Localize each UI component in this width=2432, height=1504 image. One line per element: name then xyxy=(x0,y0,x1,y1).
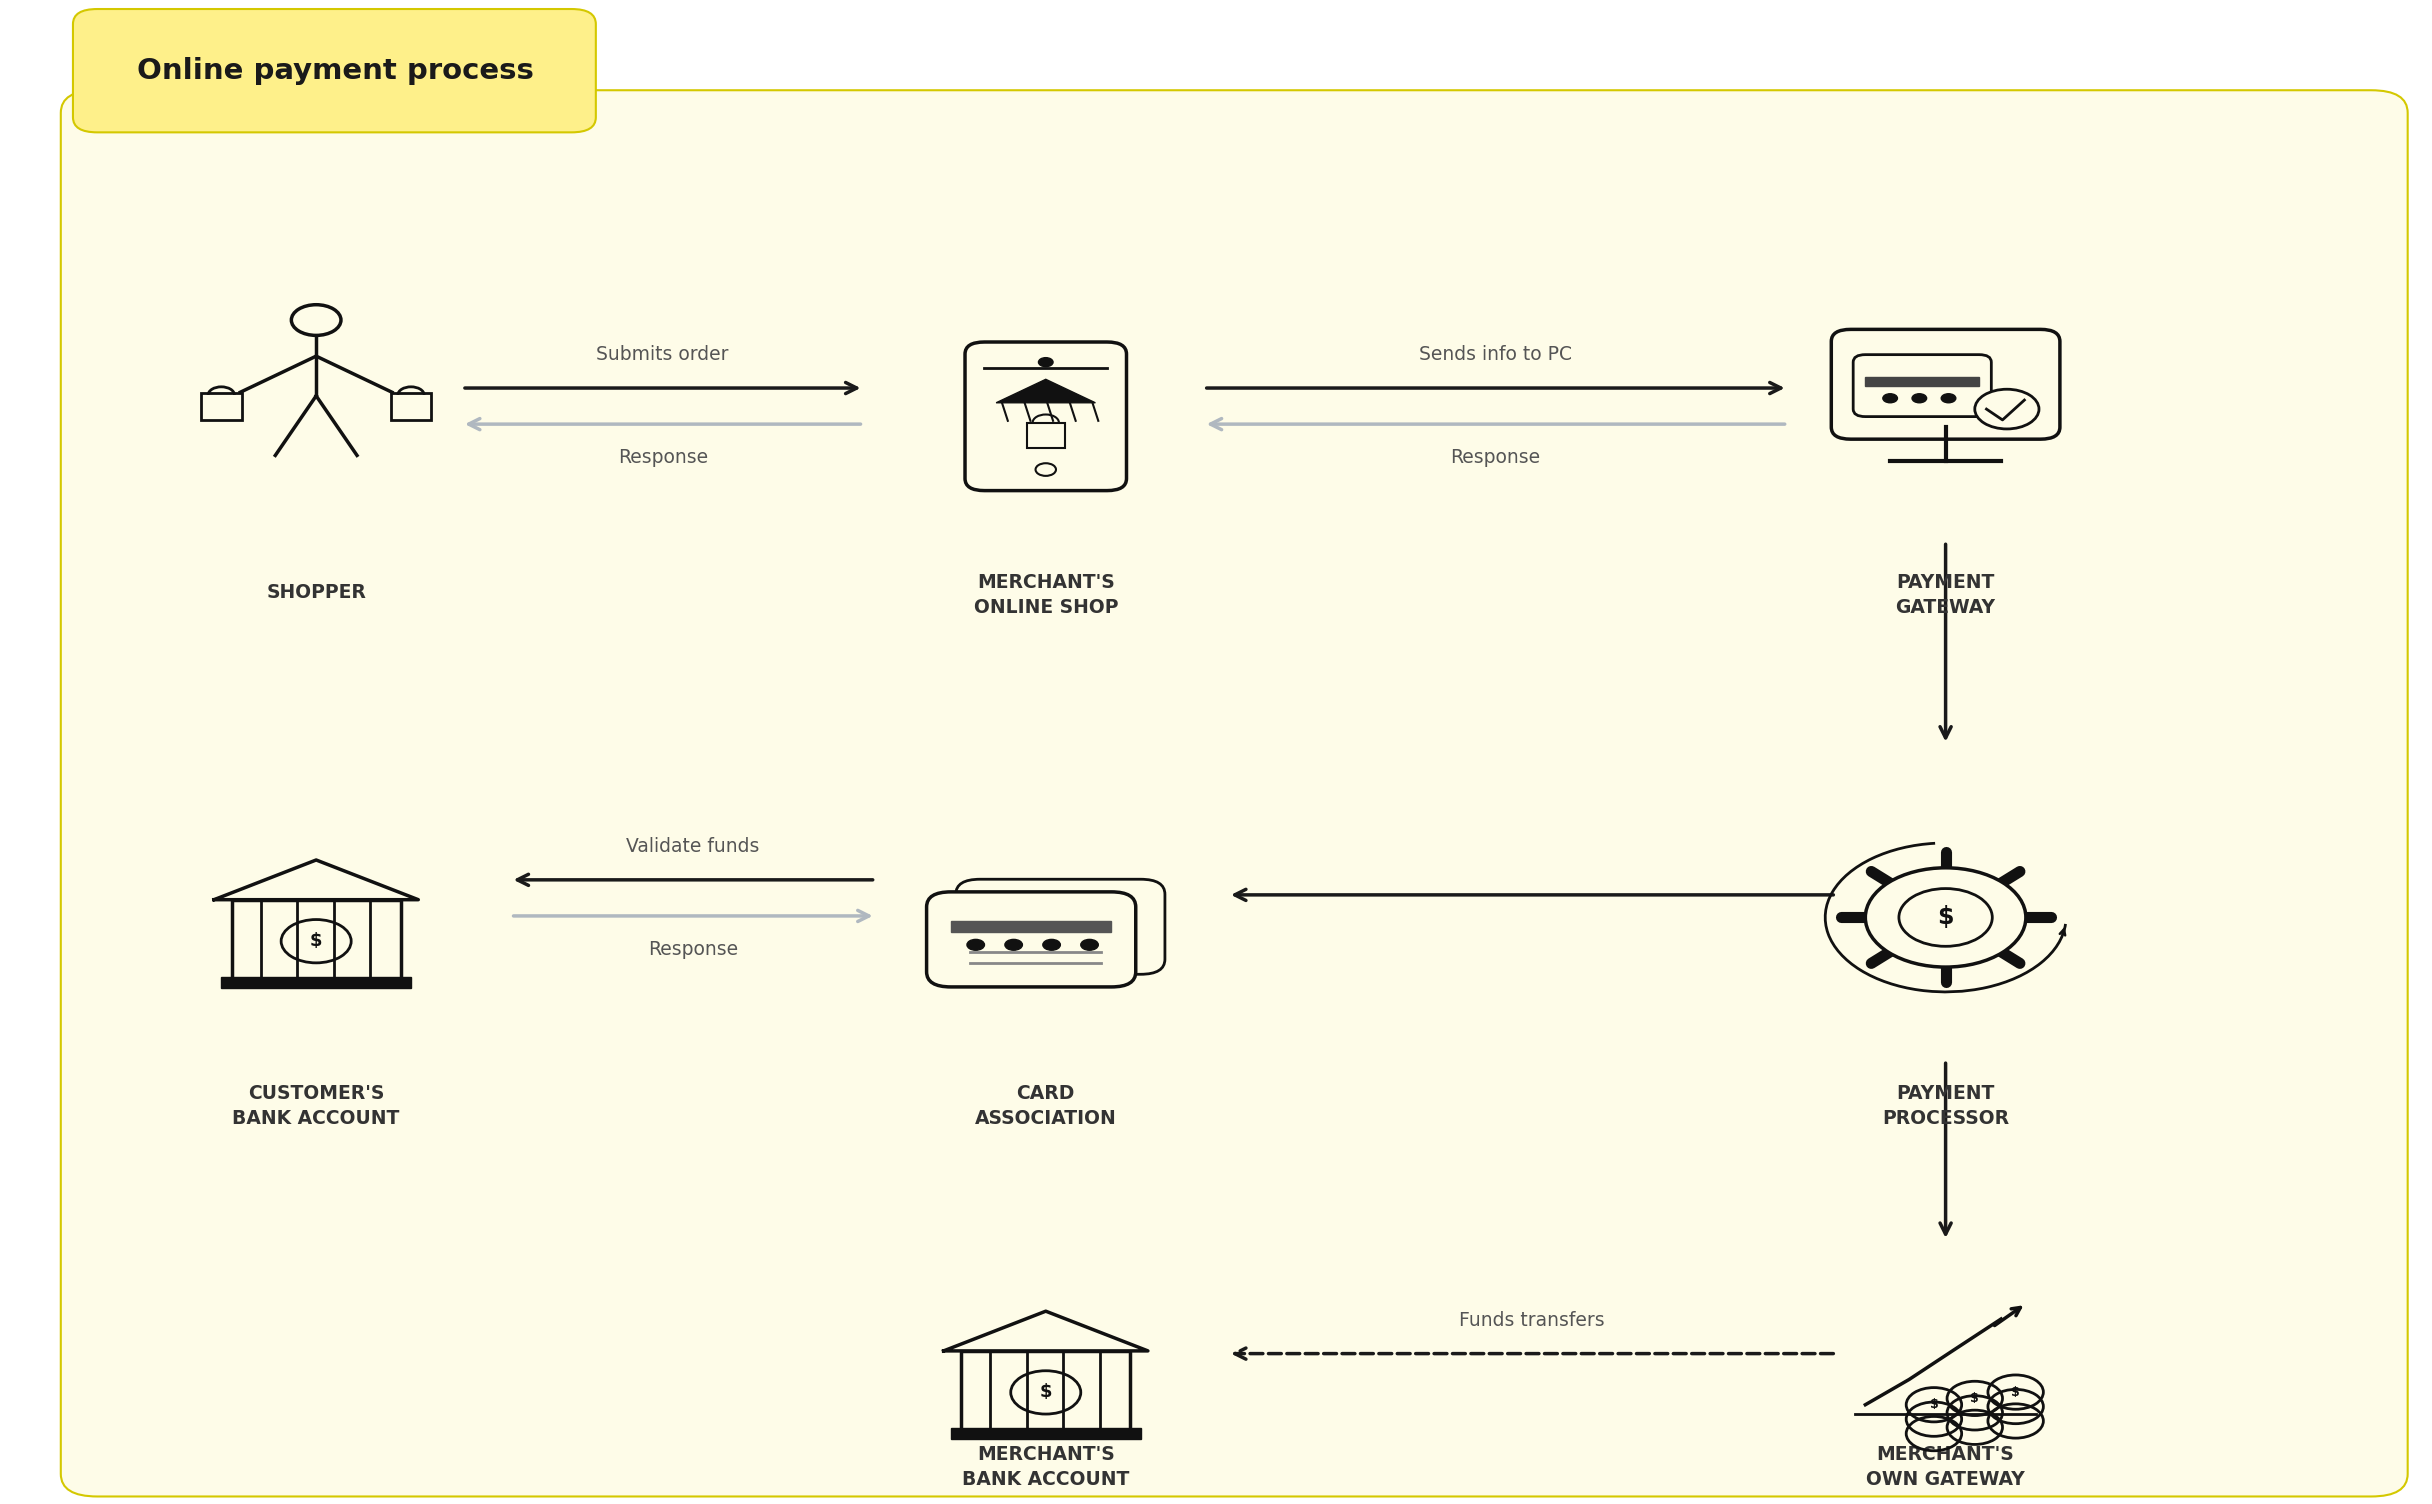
Text: $: $ xyxy=(1929,1399,1938,1411)
Circle shape xyxy=(1975,390,2038,429)
Circle shape xyxy=(968,940,985,951)
Text: $: $ xyxy=(2011,1385,2021,1399)
Text: Response: Response xyxy=(647,940,739,958)
FancyBboxPatch shape xyxy=(392,393,430,420)
Polygon shape xyxy=(221,978,411,988)
FancyBboxPatch shape xyxy=(956,880,1165,975)
Circle shape xyxy=(1865,868,2026,967)
Text: $: $ xyxy=(1970,1391,1980,1405)
Polygon shape xyxy=(1865,376,1980,385)
Text: Validate funds: Validate funds xyxy=(627,838,759,856)
Text: CUSTOMER'S
BANK ACCOUNT: CUSTOMER'S BANK ACCOUNT xyxy=(233,1084,399,1128)
Polygon shape xyxy=(214,860,418,899)
FancyBboxPatch shape xyxy=(231,899,401,981)
Text: PAYMENT
GATEWAY: PAYMENT GATEWAY xyxy=(1895,573,1997,617)
Circle shape xyxy=(1912,394,1926,403)
Text: Response: Response xyxy=(618,448,708,466)
FancyBboxPatch shape xyxy=(961,1351,1131,1432)
Circle shape xyxy=(1882,394,1897,403)
FancyBboxPatch shape xyxy=(61,90,2408,1496)
Polygon shape xyxy=(944,1311,1148,1351)
Text: Funds transfers: Funds transfers xyxy=(1459,1311,1605,1330)
Text: $: $ xyxy=(309,932,323,951)
Circle shape xyxy=(1038,358,1053,367)
Circle shape xyxy=(1080,940,1099,951)
FancyBboxPatch shape xyxy=(1026,423,1065,448)
Polygon shape xyxy=(997,379,1094,403)
Circle shape xyxy=(1941,394,1955,403)
Polygon shape xyxy=(951,1429,1141,1439)
Text: $: $ xyxy=(1938,905,1953,929)
Polygon shape xyxy=(951,922,1111,932)
FancyBboxPatch shape xyxy=(927,892,1136,987)
Text: Online payment process: Online payment process xyxy=(136,57,535,84)
Text: Response: Response xyxy=(1449,448,1542,466)
Text: MERCHANT'S
OWN GATEWAY: MERCHANT'S OWN GATEWAY xyxy=(1865,1445,2026,1489)
FancyBboxPatch shape xyxy=(1853,355,1992,417)
Text: CARD
ASSOCIATION: CARD ASSOCIATION xyxy=(975,1084,1116,1128)
Text: MERCHANT'S
BANK ACCOUNT: MERCHANT'S BANK ACCOUNT xyxy=(963,1445,1128,1489)
Text: Sends info to PC: Sends info to PC xyxy=(1420,346,1571,364)
Text: MERCHANT'S
ONLINE SHOP: MERCHANT'S ONLINE SHOP xyxy=(973,573,1119,617)
FancyBboxPatch shape xyxy=(1831,329,2060,439)
Circle shape xyxy=(1043,940,1060,951)
Text: SHOPPER: SHOPPER xyxy=(265,582,367,602)
Text: PAYMENT
PROCESSOR: PAYMENT PROCESSOR xyxy=(1882,1084,2009,1128)
FancyBboxPatch shape xyxy=(966,341,1126,490)
FancyBboxPatch shape xyxy=(202,393,241,420)
Circle shape xyxy=(1004,940,1021,951)
Text: Submits order: Submits order xyxy=(596,346,730,364)
Text: $: $ xyxy=(1038,1384,1053,1402)
FancyBboxPatch shape xyxy=(73,9,596,132)
